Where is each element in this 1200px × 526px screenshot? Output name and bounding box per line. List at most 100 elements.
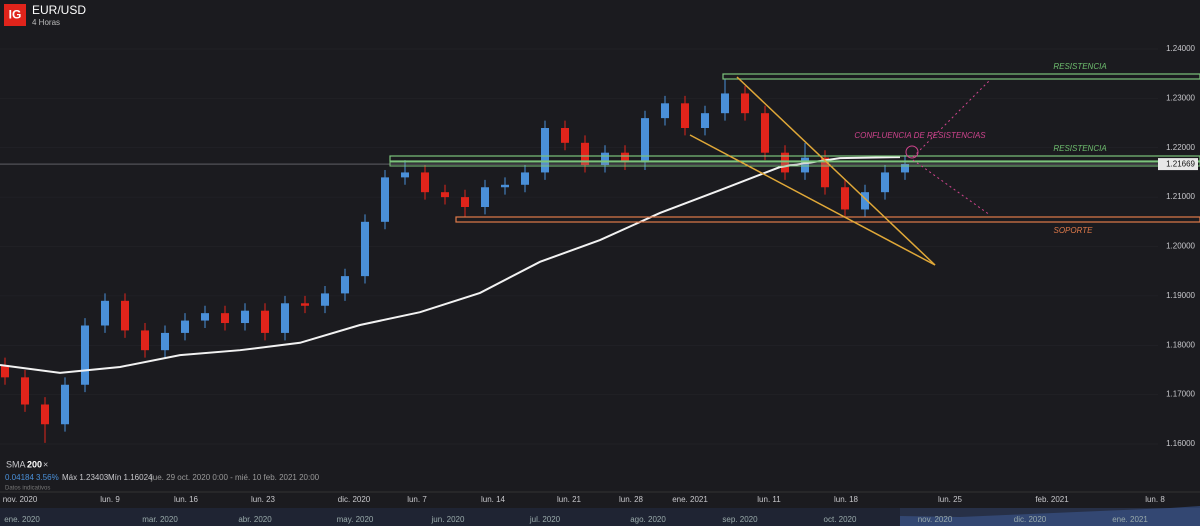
candle-body (161, 332, 169, 351)
navigator-label: sep. 2020 (722, 515, 758, 524)
candle-body (61, 384, 69, 425)
min: Mín 1.16024 (108, 473, 153, 482)
last-price-box (1158, 158, 1198, 171)
navigator-label: ago. 2020 (630, 515, 666, 524)
x-tick-label: lun. 21 (557, 495, 582, 504)
resistance-zone (722, 73, 1200, 80)
change-pct: 3.56% (36, 473, 59, 482)
navigator-label: dic. 2020 (1014, 515, 1047, 524)
annotation: RESISTENCIA (1053, 62, 1106, 71)
indicator-name: SMA (6, 459, 26, 469)
candle-body (761, 113, 769, 153)
resistance-zone (389, 155, 1200, 162)
confluence-marker (905, 145, 919, 159)
candle-body (581, 142, 589, 166)
candle-body (721, 93, 729, 114)
candle-body (441, 192, 449, 198)
indicator-close[interactable]: × (43, 459, 48, 469)
indicator-period: 200 (27, 459, 42, 469)
candle-body (681, 103, 689, 128)
navigator-label: abr. 2020 (238, 515, 272, 524)
candle-body (481, 187, 489, 207)
candle-body (521, 172, 529, 185)
y-tick-label: 1.19000 (1166, 291, 1195, 300)
candle-body (241, 310, 249, 324)
interval: 4 Horas (32, 18, 60, 27)
logo (4, 4, 26, 26)
candle-body (621, 152, 629, 163)
candle-body (641, 118, 649, 163)
candle-body (881, 172, 889, 193)
candle-body (21, 377, 29, 405)
candle-body (701, 113, 709, 128)
y-tick-label: 1.21000 (1166, 192, 1195, 201)
candle-body (381, 177, 389, 222)
candle-body (1, 365, 9, 378)
candle-body (201, 313, 209, 321)
candle-body (101, 300, 109, 326)
y-tick-label: 1.24000 (1166, 44, 1195, 53)
navigator-area (900, 506, 1200, 526)
candle-body (321, 293, 329, 306)
candle-body (861, 192, 869, 210)
candle-body (141, 330, 149, 351)
navigator-window[interactable] (900, 508, 1200, 526)
candle-body (801, 157, 809, 173)
x-tick-label: lun. 18 (834, 495, 859, 504)
navigator-label: ene. 2020 (4, 515, 40, 524)
candle-body (41, 404, 49, 425)
candle-body (261, 310, 269, 333)
y-tick-label: 1.17000 (1166, 390, 1195, 399)
navigator-label: jul. 2020 (529, 515, 561, 524)
y-tick-label: 1.22000 (1166, 143, 1195, 152)
candle-body (341, 276, 349, 294)
wedge-line (736, 76, 936, 266)
candle-body (841, 187, 849, 210)
candle-body (821, 157, 829, 188)
navigator-label: jun. 2020 (431, 515, 465, 524)
x-tick-label: lun. 23 (251, 495, 276, 504)
candle-body (541, 128, 549, 173)
last-price: 1.21669 (1166, 160, 1195, 169)
candle-body (301, 303, 309, 306)
x-tick-label: lun. 8 (1145, 495, 1165, 504)
logo-text: IG (9, 8, 22, 22)
candle-body (421, 172, 429, 193)
candle-body (741, 93, 749, 114)
projection (912, 79, 991, 158)
y-tick-label: 1.18000 (1166, 340, 1195, 349)
annotation: CONFLUENCIA DE RESISTENCIAS (854, 131, 986, 140)
x-tick-label: dic. 2020 (338, 495, 371, 504)
x-tick-label: lun. 28 (619, 495, 644, 504)
candle-body (561, 128, 569, 143)
change: 0.04184 (5, 473, 34, 482)
candle-body (501, 184, 509, 188)
range: jue. 29 oct. 2020 0:00 - mié. 10 feb. 20… (150, 473, 320, 482)
x-tick-label: lun. 11 (757, 495, 781, 504)
symbol: EUR/USD (32, 3, 86, 17)
plot: 1.24000 1.23000 1.22000 1.21000 1.20000 1.190… (0, 44, 1196, 448)
navigator-label: mar. 2020 (142, 515, 178, 524)
candle-body (361, 221, 369, 277)
navigator-label: nov. 2020 (918, 515, 953, 524)
y-tick-label: 1.23000 (1166, 93, 1195, 102)
candle-body (281, 303, 289, 333)
candle-body (901, 164, 909, 173)
candle-body (781, 152, 789, 173)
x-tick-label: lun. 16 (174, 495, 199, 504)
support-zone (455, 216, 1200, 223)
candle-body (181, 320, 189, 333)
candle-body (461, 197, 469, 207)
annotation: RESISTENCIA (1053, 144, 1106, 153)
y-tick-label: 1.16000 (1166, 439, 1195, 448)
navigator-label: may. 2020 (337, 515, 374, 524)
x-tick-label: lun. 7 (407, 495, 427, 504)
navigator-label: oct. 2020 (824, 515, 857, 524)
candle-body (221, 313, 229, 324)
candle-body (401, 172, 409, 178)
candle-body (661, 103, 669, 119)
max: Máx 1.23403 (62, 473, 109, 482)
projection (912, 159, 991, 216)
